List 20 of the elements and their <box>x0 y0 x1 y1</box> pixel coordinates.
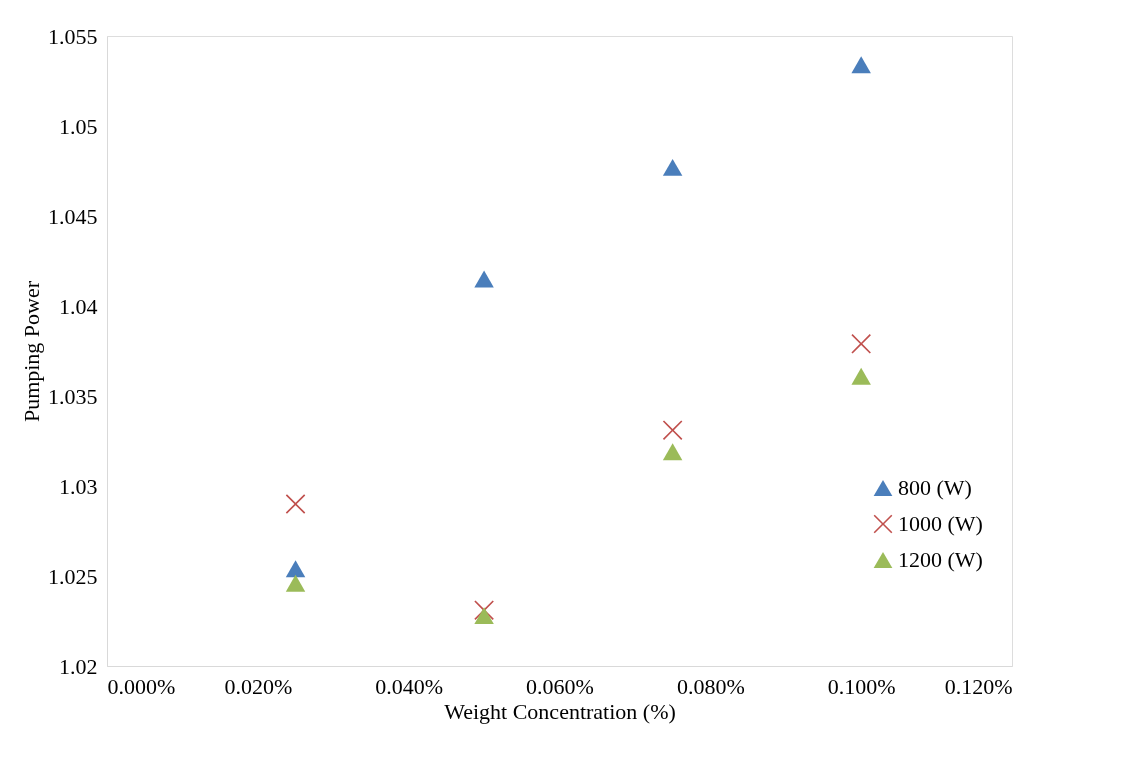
x-tick-label: 0.020% <box>224 673 293 699</box>
y-tick-label: 1.04 <box>59 293 98 319</box>
legend-label: 1000 (W) <box>898 511 983 536</box>
x-axis-title: Weight Concentration (%) <box>444 698 676 724</box>
legend-label: 800 (W) <box>898 475 972 500</box>
y-tick-label: 1.035 <box>48 383 98 409</box>
y-tick-label: 1.045 <box>48 203 98 229</box>
y-tick-label: 1.025 <box>48 563 98 589</box>
x-tick-label: 0.000% <box>107 673 176 699</box>
y-tick-label: 1.055 <box>48 23 98 49</box>
x-tick-label: 0.120% <box>944 673 1013 699</box>
y-axis-title: Pumping Power <box>19 280 44 423</box>
y-tick-label: 1.03 <box>59 473 98 499</box>
x-tick-label: 0.100% <box>827 673 896 699</box>
legend-label: 1200 (W) <box>898 547 983 572</box>
x-tick-label: 0.080% <box>676 673 745 699</box>
x-tick-label: 0.060% <box>526 673 594 699</box>
y-tick-label: 1.05 <box>59 113 98 139</box>
y-tick-label: 1.02 <box>59 653 98 679</box>
x-tick-label: 0.040% <box>375 673 444 699</box>
